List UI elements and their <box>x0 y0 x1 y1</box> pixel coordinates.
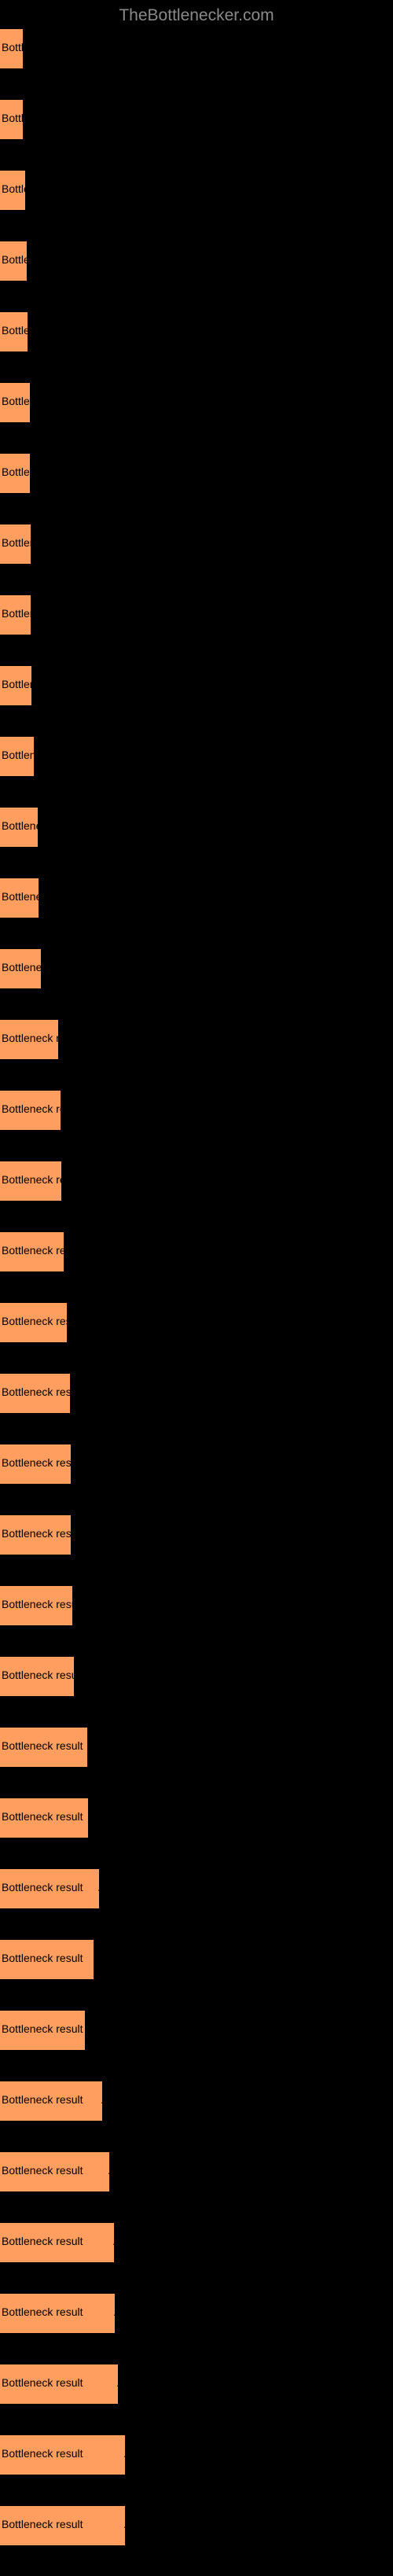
bar-row: Bottleneck result <box>0 948 393 989</box>
bar-label: Bottleneck result <box>2 2447 127 2460</box>
bar-row: Bottleneck result <box>0 2010 393 2051</box>
bar-row: Bottleneck result <box>0 241 393 282</box>
bar-row: Bottleneck result44 <box>0 2293 393 2334</box>
bar-row: Bottleneck result <box>0 1514 393 1555</box>
bar-row: Bottleneck result4 <box>0 2222 393 2263</box>
bar-label: Bottleneck result <box>2 2306 117 2318</box>
bar-label: Bottleneck result <box>2 1669 76 1681</box>
bar-label: Bottleneck result <box>2 2376 120 2389</box>
bar-label: Bottleneck result <box>2 41 25 53</box>
bar-row: Bottleneck result <box>0 1161 393 1202</box>
bar-label: Bottleneck result <box>2 1598 75 1610</box>
bar-row: Bottleneck result <box>0 1231 393 1272</box>
bar-row: Bottleneck result <box>0 28 393 69</box>
bar-label: Bottleneck result <box>2 1456 73 1469</box>
bar-label: Bottleneck result <box>2 607 33 620</box>
bar-label: Bottleneck result <box>2 2518 127 2530</box>
bar-label: Bottleneck result <box>2 2235 116 2247</box>
bar-label: Bottleneck result <box>2 1173 64 1186</box>
bar-row: Bottleneck result4 <box>0 2151 393 2192</box>
bar-label: Bottleneck result <box>2 2164 112 2177</box>
bar-label: Bottleneck result <box>2 1527 73 1540</box>
bar-row: Bottleneck result <box>0 1373 393 1414</box>
bar-row: Bottleneck result <box>0 594 393 635</box>
bar-row: Bottleneck result <box>0 1656 393 1697</box>
bar-label: Bottleneck result <box>2 182 28 195</box>
bar-row: Bottleneck result4 <box>0 2081 393 2122</box>
bar-label: Bottleneck result <box>2 1102 63 1115</box>
bar-row: Bottleneck result <box>0 524 393 565</box>
bar-row: Bottleneck result <box>0 1585 393 1626</box>
bar-label: Bottleneck result <box>2 466 32 478</box>
bar-row: Bottleneck result <box>0 1302 393 1343</box>
bar-label: Bottleneck result <box>2 1810 90 1823</box>
bar-label: Bottleneck result <box>2 1244 66 1257</box>
bar-row: Bottleneck result <box>0 1939 393 1980</box>
bar-row: Bottleneck result <box>0 736 393 777</box>
bar-row: Bottleneck result45 <box>0 2364 393 2405</box>
bar-row: Bottleneck result <box>0 1798 393 1838</box>
bar-label: Bottleneck result <box>2 395 32 407</box>
bar-row: Bottleneck result <box>0 453 393 494</box>
bottleneck-bar-chart: Bottleneck resultBottleneck resultBottle… <box>0 28 393 2546</box>
bar-row: Bottleneck result <box>0 1090 393 1131</box>
bar-label: Bottleneck result <box>2 1739 90 1752</box>
bar-label: Bottleneck result <box>2 2022 87 2035</box>
bar-row: Bottleneck result <box>0 311 393 352</box>
bar-row: Bottleneck result <box>0 382 393 423</box>
page-header: TheBottlenecker.com <box>0 0 393 28</box>
bar-row: Bottleneck result <box>0 665 393 706</box>
bar-label: Bottleneck result <box>2 2093 105 2106</box>
bar-row: Bottleneck result <box>0 170 393 211</box>
bar-label: Bottleneck result <box>2 1881 101 1893</box>
bar-label: Bottleneck result <box>2 1386 72 1398</box>
bar-row: Bottleneck result49 <box>0 2434 393 2475</box>
site-title: TheBottlenecker.com <box>119 6 274 24</box>
bar-label: Bottleneck result <box>2 112 25 124</box>
bar-row: Bottleneck result <box>0 99 393 140</box>
bar-label: Bottleneck result <box>2 1952 96 1964</box>
bar-label: Bottleneck result <box>2 961 43 973</box>
bar-label: Bottleneck result <box>2 1315 69 1327</box>
bar-label: Bottleneck result <box>2 253 29 266</box>
bar-label: Bottleneck result <box>2 890 41 903</box>
bar-row: Bottleneck result <box>0 1019 393 1060</box>
bar-label: Bottleneck result <box>2 678 34 690</box>
bar-row: Bottleneck result <box>0 807 393 848</box>
bar-row: Bottleneck result <box>0 1727 393 1768</box>
bar-label: Bottleneck result <box>2 819 40 832</box>
bar-row: Bottleneck result <box>0 1444 393 1485</box>
bar-label: Bottleneck result <box>2 1032 61 1044</box>
bar-row: Bottleneck result4 <box>0 1868 393 1909</box>
bar-label: Bottleneck result <box>2 324 30 337</box>
bar-label: Bottleneck result <box>2 536 33 549</box>
bar-row: Bottleneck result <box>0 878 393 918</box>
bar-label: Bottleneck result <box>2 749 36 761</box>
bar-row: Bottleneck result4 <box>0 2505 393 2546</box>
